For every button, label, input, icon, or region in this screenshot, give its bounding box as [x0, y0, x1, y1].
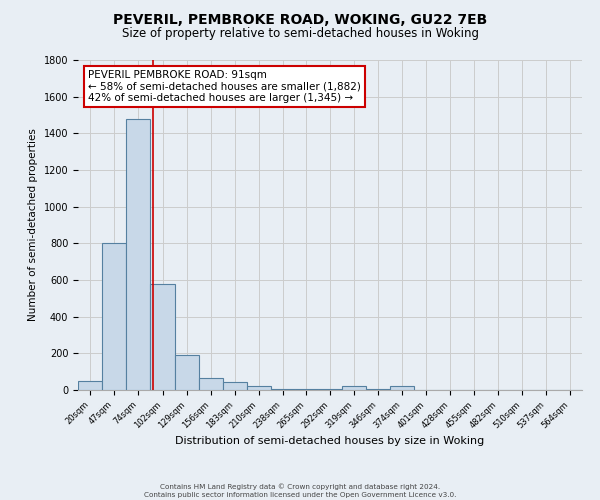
Bar: [78, 381, 102, 390]
Bar: [271, 389, 295, 390]
Text: PEVERIL, PEMBROKE ROAD, WOKING, GU22 7EB: PEVERIL, PEMBROKE ROAD, WOKING, GU22 7EB: [113, 12, 487, 26]
Bar: [295, 389, 319, 390]
Bar: [367, 389, 391, 390]
Bar: [151, 284, 175, 390]
Bar: [391, 386, 414, 390]
Bar: [247, 386, 271, 390]
X-axis label: Distribution of semi-detached houses by size in Woking: Distribution of semi-detached houses by …: [175, 436, 485, 446]
Text: Contains HM Land Registry data © Crown copyright and database right 2024.
Contai: Contains HM Land Registry data © Crown c…: [144, 484, 456, 498]
Bar: [175, 355, 199, 390]
Bar: [319, 389, 343, 390]
Y-axis label: Number of semi-detached properties: Number of semi-detached properties: [28, 128, 38, 322]
Bar: [126, 118, 151, 390]
Text: PEVERIL PEMBROKE ROAD: 91sqm
← 58% of semi-detached houses are smaller (1,882)
4: PEVERIL PEMBROKE ROAD: 91sqm ← 58% of se…: [88, 70, 361, 103]
Text: Size of property relative to semi-detached houses in Woking: Size of property relative to semi-detach…: [121, 28, 479, 40]
Bar: [102, 244, 126, 390]
Bar: [343, 386, 367, 390]
Bar: [223, 382, 247, 390]
Bar: [199, 378, 223, 390]
